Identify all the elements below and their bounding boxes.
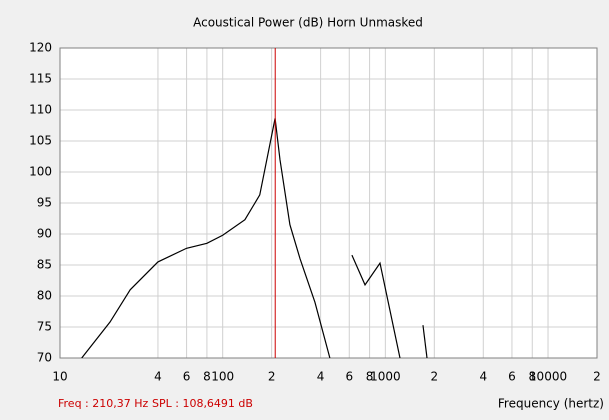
y-tick-label: 90 [37, 227, 52, 241]
x-tick-label: 4 [317, 370, 325, 384]
x-tick-label: 2 [431, 370, 439, 384]
y-tick-label: 85 [37, 258, 52, 272]
x-tick-label: 10000 [529, 370, 567, 384]
x-tick-label: 8 [528, 370, 536, 384]
x-axis-label: Frequency (hertz) [498, 397, 604, 411]
y-tick-label: 70 [37, 351, 52, 365]
x-tick-label: 2 [593, 370, 601, 384]
x-tick-label: 100 [211, 370, 234, 384]
x-tick-label: 4 [479, 370, 487, 384]
x-tick-label: 10 [52, 370, 67, 384]
line [81, 118, 331, 358]
series [81, 118, 428, 358]
y-tick-label: 120 [29, 41, 52, 55]
y-tick-label: 110 [29, 103, 52, 117]
y-tick-label: 105 [29, 134, 52, 148]
x-tick-label: 1000 [370, 370, 401, 384]
chart-title: Acoustical Power (dB) Horn Unmasked [193, 16, 423, 30]
y-tick-label: 95 [37, 196, 52, 210]
x-tick-label: 6 [508, 370, 516, 384]
x-tick-label: 8 [366, 370, 374, 384]
readout-freq: Freq : 210,37 Hz [58, 397, 149, 410]
y-tick-label: 100 [29, 165, 52, 179]
line [422, 325, 428, 358]
y-tick-label: 80 [37, 289, 52, 303]
x-tick-label: 8 [203, 370, 211, 384]
x-tick-label: 4 [154, 370, 162, 384]
readout-spl: SPL : 108,6491 dB [152, 397, 253, 410]
x-tick-label: 6 [183, 370, 191, 384]
plot-border [59, 47, 598, 359]
y-tick-label: 115 [29, 72, 52, 86]
y-tick-label: 75 [37, 320, 52, 334]
x-tick-label: 6 [345, 370, 353, 384]
x-tick-label: 2 [268, 370, 276, 384]
line [351, 254, 401, 358]
